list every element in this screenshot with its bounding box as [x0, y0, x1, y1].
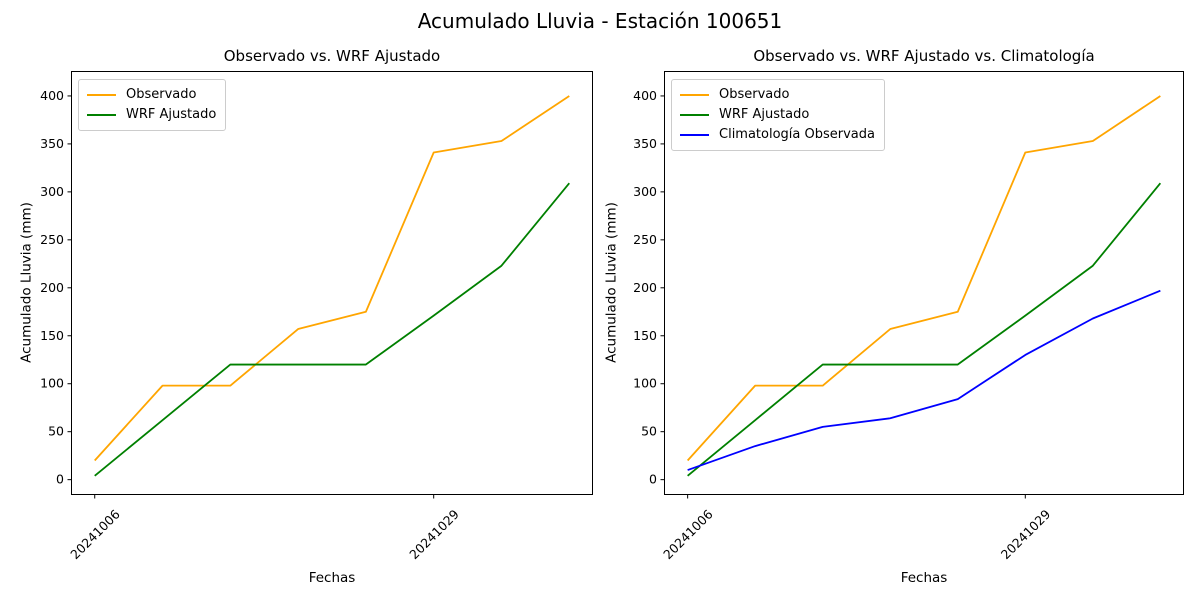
axes-frame	[71, 71, 593, 495]
legend-line-swatch-climatologia-observada	[680, 133, 709, 137]
legend-item-observado: Observado	[87, 85, 216, 105]
subplot-left-ylabel: Acumulado Lluvia (mm)	[18, 202, 35, 363]
legend-label: WRF Ajustado	[719, 107, 810, 122]
y-tick-label: 200	[633, 280, 657, 295]
y-tick-label: 0	[649, 472, 657, 487]
y-tick-label: 400	[40, 88, 64, 103]
y-tick-label: 200	[40, 280, 64, 295]
legend-item-wrf-ajustado: WRF Ajustado	[680, 105, 875, 125]
subplot-left-title: Observado vs. WRF Ajustado	[223, 47, 441, 65]
legend-line-swatch-observado	[87, 93, 116, 97]
subplot-left: Observado vs. WRF Ajustado Acumulado Llu…	[19, 48, 593, 586]
subplot-left-plot-area: 0 50 100 150 200 250 300 350 400 20241006 20241029	[40, 71, 593, 562]
y-tick-label: 300	[40, 184, 64, 199]
subplot-right-xlabel: Fechas	[900, 570, 948, 586]
y-tick-label: 150	[633, 328, 657, 343]
y-tick-label: 50	[48, 424, 64, 439]
subplot-left-xlabel: Fechas	[308, 570, 356, 586]
y-tick-label: 250	[40, 232, 64, 247]
y-tick-label: 150	[40, 328, 64, 343]
series-line-climatologia-observada	[687, 289, 1161, 471]
x-tick-label: 20241006	[67, 506, 123, 562]
y-tick-label: 350	[633, 136, 657, 151]
y-tick-label: 250	[633, 232, 657, 247]
legend-label: Climatología Observada	[719, 127, 875, 142]
legend-line-swatch-wrf-ajustado	[680, 113, 709, 117]
x-tick-label: 20241029	[998, 506, 1054, 562]
subplot-right: Observado vs. WRF Ajustado vs. Climatolo…	[604, 48, 1184, 586]
y-tick-label: 50	[641, 424, 657, 439]
subplot-right-legend: Observado WRF Ajustado Climatología Observ…	[671, 79, 885, 151]
x-tick-label: 20241006	[660, 506, 716, 562]
subplot-right-title: Observado vs. WRF Ajustado vs. Climatolo…	[753, 47, 1095, 65]
legend-label: WRF Ajustado	[126, 107, 217, 122]
legend-label: Observado	[719, 87, 790, 102]
y-tick-label: 400	[633, 88, 657, 103]
series-line-wrf-ajustado	[94, 182, 570, 477]
y-tick-label: 100	[633, 376, 657, 391]
legend-label: Observado	[126, 87, 197, 102]
legend-item-observado: Observado	[680, 85, 875, 105]
legend-item-wrf-ajustado: WRF Ajustado	[87, 105, 216, 125]
series-line-observado	[94, 95, 570, 462]
y-tick-label: 0	[56, 472, 64, 487]
legend-line-swatch-wrf-ajustado	[87, 113, 116, 117]
subplot-right-ylabel: Acumulado Lluvia (mm)	[603, 202, 620, 363]
axes-frame	[664, 71, 1184, 495]
y-tick-label: 300	[633, 184, 657, 199]
legend-item-climatologia-observada: Climatología Observada	[680, 125, 875, 145]
series-line-observado	[686, 95, 1161, 462]
legend-line-swatch-observado	[680, 93, 709, 97]
y-tick-label: 350	[40, 136, 64, 151]
x-tick-label: 20241029	[406, 506, 462, 562]
series-line-wrf-ajustado	[687, 182, 1162, 477]
figure-title: Acumulado Lluvia - Estación 100651	[417, 9, 783, 33]
subplot-left-legend: Observado WRF Ajustado	[78, 79, 227, 131]
y-tick-label: 100	[40, 376, 64, 391]
